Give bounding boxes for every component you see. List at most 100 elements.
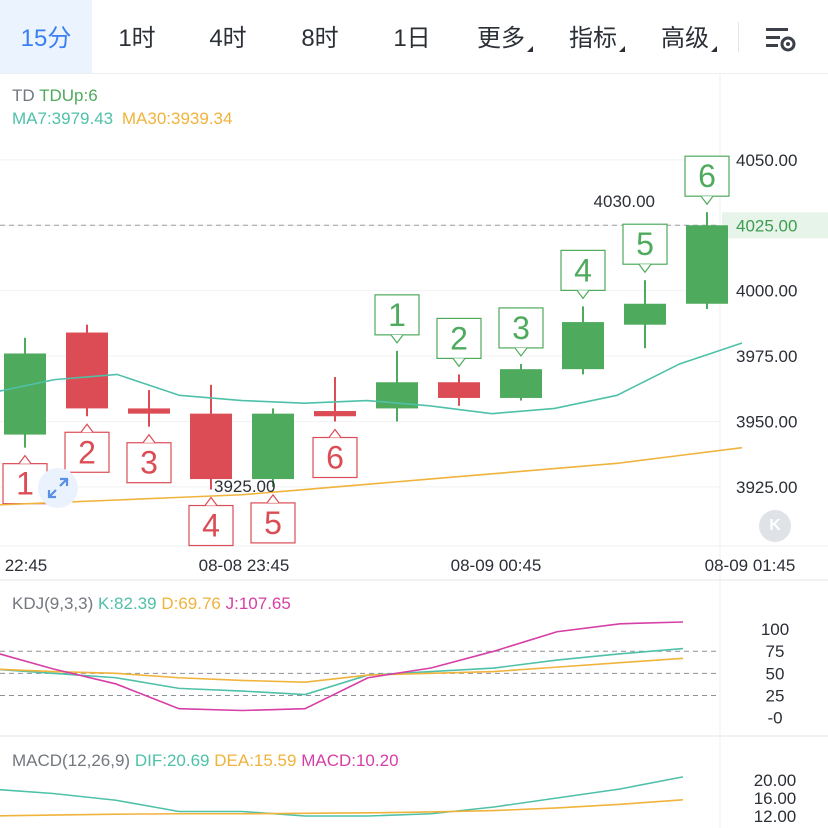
candle-body (686, 225, 728, 304)
expand-arrows-icon (47, 477, 69, 499)
kdj-k-value: K:82.39 (97, 594, 157, 613)
tab-divider (738, 22, 739, 52)
candle-body (438, 382, 480, 398)
candle-body (128, 408, 170, 414)
td-label: 2 (436, 317, 482, 368)
td-label-pointer (700, 195, 714, 206)
td-label-pointer (204, 496, 218, 506)
td-label-number: 1 (16, 466, 34, 502)
td-label: 3 (126, 433, 172, 484)
td-label-number: 5 (636, 226, 654, 262)
tab-label: 4时 (209, 25, 247, 52)
td-label: 6 (684, 155, 730, 206)
macd-dea-line (0, 799, 684, 817)
candle-body (500, 369, 542, 398)
chart-settings-button[interactable] (760, 20, 800, 56)
td-label-box (498, 307, 544, 349)
td-label-box (126, 442, 172, 484)
td-label-number: 6 (698, 158, 716, 194)
tab-label: 8时 (301, 25, 339, 52)
kdj-d-value: D:69.76 (161, 594, 221, 613)
kdj-tick-label: 25 (766, 686, 785, 705)
kdj-legend: KDJ(9,3,3) K:82.39 D:69.76 J:107.65 (12, 594, 291, 614)
td-label: 4 (560, 249, 606, 300)
ma7-value: MA7:3979.43 (12, 109, 114, 128)
tab-more[interactable]: 更多 (460, 0, 550, 73)
kdj-label: KDJ(9,3,3) (12, 594, 94, 613)
candle-body (314, 411, 356, 417)
tab-indicators[interactable]: 指标 (552, 0, 642, 73)
td-label-box (188, 504, 234, 547)
macd-dif-line (0, 776, 684, 817)
macd-dif-value: DIF:20.69 (134, 751, 210, 770)
kdj-tick-label: 100 (761, 620, 789, 639)
td-label: TD (12, 86, 35, 105)
high-price-annotation: 4030.00 (594, 192, 655, 211)
kdj-k-line (0, 647, 684, 696)
kdj-j-value: J:107.65 (225, 594, 291, 613)
macd-legend: MACD(12,26,9) DIF:20.69 DEA:15.59 MACD:1… (12, 751, 399, 771)
td-label-number: 2 (78, 434, 96, 470)
macd-label: MACD(12,26,9) (12, 751, 131, 770)
td-label: 5 (250, 493, 296, 544)
ma7-line (0, 342, 743, 415)
td-label-number: 3 (512, 310, 530, 346)
tab-1h[interactable]: 1时 (92, 0, 182, 73)
td-label-box (64, 431, 110, 473)
current-price-label: 4025.00 (736, 216, 797, 235)
td-label-number: 3 (140, 445, 158, 481)
td-label-box (374, 294, 420, 336)
ma30-line (0, 446, 743, 506)
td-label-pointer (576, 290, 590, 300)
candle-body (4, 353, 46, 435)
tab-8h[interactable]: 8时 (274, 0, 366, 73)
tab-label: 1时 (118, 25, 156, 52)
td-legend: TD TDUp:6 (12, 86, 98, 106)
double-chevron-icon: K (769, 517, 781, 534)
candle-body (190, 413, 232, 480)
low-price-annotation: 3925.00 (214, 477, 275, 496)
tab-label: 15分 (20, 25, 72, 52)
time-axis-label: 22:45 (5, 556, 48, 575)
macd-tick-label: 16.00 (754, 789, 797, 808)
caret-down-icon (711, 46, 717, 52)
caret-down-icon (527, 46, 533, 52)
td-label: 6 (312, 428, 358, 479)
td-label-number: 5 (264, 505, 282, 541)
price-tick-label: 3925.00 (736, 478, 797, 497)
kdj-tick-label: -0 (767, 709, 782, 728)
candle-body (66, 332, 108, 409)
candle-body (562, 322, 604, 370)
time-axis-label: 08-09 01:45 (705, 556, 796, 575)
td-label: 2 (64, 423, 110, 473)
td-label: 5 (622, 223, 668, 274)
price-tick-label: 4000.00 (736, 282, 797, 301)
tab-4h[interactable]: 4时 (182, 0, 274, 73)
td-label: 3 (498, 307, 544, 357)
td-label-pointer (266, 493, 280, 504)
td-label-pointer (452, 358, 466, 368)
tab-1d[interactable]: 1日 (366, 0, 458, 73)
ma30-value: MA30:3939.34 (121, 109, 233, 128)
tab-label: 1日 (393, 25, 431, 52)
expand-chart-button[interactable] (38, 468, 78, 508)
chart-canvas[interactable]: 4050.00 4000.00 3975.00 3950.00 3925.00 4025.… (0, 74, 828, 828)
price-tick-label: 3975.00 (736, 347, 797, 366)
time-axis-label: 08-08 23:45 (199, 556, 290, 575)
td-label-number: 2 (450, 320, 468, 356)
tab-label: 指标 (569, 25, 617, 52)
kdj-tick-label: 75 (766, 642, 785, 661)
td-value: TDUp:6 (39, 86, 98, 105)
tab-15m[interactable]: 15分 (0, 0, 92, 73)
price-tick-label: 4050.00 (736, 151, 797, 170)
time-axis-label: 08-09 00:45 (451, 556, 542, 575)
td-label-pointer (80, 423, 94, 433)
tab-advanced[interactable]: 高级 (644, 0, 734, 73)
td-label-number: 6 (326, 439, 344, 475)
scroll-to-latest-button[interactable]: K (759, 510, 791, 542)
candle-body (624, 303, 666, 325)
td-label-pointer (142, 433, 156, 444)
td-label-box (684, 155, 730, 197)
td-label-number: 1 (388, 297, 406, 333)
kdj-d-line (0, 657, 684, 683)
